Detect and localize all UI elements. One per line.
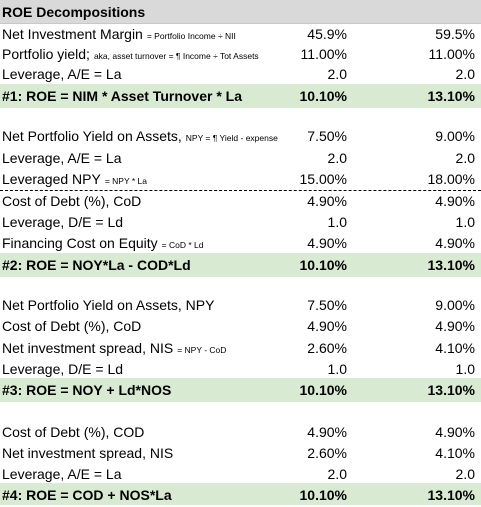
- table-row: Net investment spread, NIS 2.60% 4.10%: [0, 441, 481, 465]
- result-row: #3: ROE = NOY + Ld*NOS 10.10% 13.10%: [0, 378, 481, 402]
- value-col-2: 13.10%: [427, 487, 475, 503]
- value-col-1: 10.10%: [299, 257, 347, 273]
- value-col-2: 2.0: [455, 150, 475, 166]
- value-col-1: 10.10%: [299, 382, 347, 398]
- table-row: Leverage, A/E = La 2.0 2.0: [0, 462, 481, 486]
- row-label: #4: ROE = COD + NOS*La: [2, 487, 172, 503]
- value-col-1: 1.0: [327, 214, 347, 230]
- value-col-1: 45.9%: [307, 26, 347, 42]
- row-label: Financing Cost on Equity = CoD * Ld: [2, 235, 204, 251]
- row-label: Leverage, A/E = La: [2, 466, 122, 482]
- value-col-2: 1.0: [455, 361, 475, 377]
- row-formula-note: = CoD * Ld: [161, 240, 204, 250]
- value-col-1: 2.0: [327, 150, 347, 166]
- table-row: Leverage, D/E = Ld 1.0 1.0: [0, 210, 481, 234]
- result-row: #4: ROE = COD + NOS*La 10.10% 13.10%: [0, 483, 481, 505]
- result-row: #1: ROE = NIM * Asset Turnover * La 10.1…: [0, 84, 481, 108]
- table-row: Portfolio yield; aka, asset turnover = ¶ …: [0, 42, 481, 66]
- row-label: Net Portfolio Yield on Assets, NPY = ¶ Yi…: [2, 128, 278, 144]
- table-row: Leveraged NPY = NPY * La 15.00% 18.00%: [0, 167, 481, 191]
- table-row: Cost of Debt (%), CoD 4.90% 4.90%: [0, 189, 481, 213]
- table-row: Leverage, A/E = La 2.0 2.0: [0, 62, 481, 86]
- row-formula-note: = NPY * La: [104, 176, 147, 186]
- row-label: #3: ROE = NOY + Ld*NOS: [2, 382, 172, 398]
- row-label: Leveraged NPY = NPY * La: [2, 171, 147, 187]
- value-col-1: 7.50%: [307, 128, 347, 144]
- row-label: Leverage, D/E = Ld: [2, 214, 124, 230]
- table-row: Leverage, D/E = Ld 1.0 1.0: [0, 357, 481, 381]
- value-col-2: 13.10%: [427, 257, 475, 273]
- table-row: Cost of Debt (%), CoD 4.90% 4.90%: [0, 314, 481, 338]
- value-col-1: 10.10%: [299, 487, 347, 503]
- row-label: Leverage, A/E = La: [2, 150, 122, 166]
- value-col-2: 2.0: [455, 466, 475, 482]
- value-col-2: 4.90%: [435, 318, 475, 334]
- row-label: Cost of Debt (%), CoD: [2, 318, 142, 334]
- value-col-1: 2.0: [327, 466, 347, 482]
- row-label: Net Investment Margin = Portfolio Income …: [2, 26, 236, 42]
- table-row: Financing Cost on Equity = CoD * Ld 4.90%…: [0, 231, 481, 255]
- value-col-2: 4.90%: [435, 235, 475, 251]
- row-label: Cost of Debt (%), COD: [2, 424, 145, 440]
- row-label: Cost of Debt (%), CoD: [2, 193, 142, 209]
- row-label: Leverage, D/E = Ld: [2, 361, 124, 377]
- value-col-2: 13.10%: [427, 88, 475, 104]
- table-row: Net investment spread, NIS = NPY - CoD 2.…: [0, 336, 481, 360]
- value-col-2: 11.00%: [428, 46, 475, 62]
- table-row: Leverage, A/E = La 2.0 2.0: [0, 146, 481, 170]
- value-col-1: 7.50%: [307, 297, 347, 313]
- result-row: #2: ROE = NOY*La - COD*Ld 10.10% 13.10%: [0, 253, 481, 277]
- row-formula-note: = NPY - CoD: [177, 345, 227, 355]
- table-row: Cost of Debt (%), COD 4.90% 4.90%: [0, 420, 481, 444]
- value-col-1: 2.60%: [307, 445, 347, 461]
- value-col-2: 9.00%: [435, 128, 475, 144]
- value-col-1: 4.90%: [307, 235, 347, 251]
- value-col-1: 4.90%: [307, 424, 347, 440]
- row-label: #1: ROE = NIM * Asset Turnover * La: [2, 88, 243, 104]
- value-col-2: 4.10%: [435, 340, 475, 356]
- value-col-2: 59.5%: [435, 26, 475, 42]
- row-label: Net Portfolio Yield on Assets, NPY: [2, 297, 215, 313]
- row-formula-note: NPY = ¶ Yield - expense: [185, 133, 278, 143]
- header-row: ROE Decompositions: [0, 0, 481, 24]
- value-col-1: 10.10%: [299, 88, 347, 104]
- value-col-1: 1.0: [327, 361, 347, 377]
- value-col-2: 9.00%: [435, 297, 475, 313]
- row-label: Portfolio yield; aka, asset turnover = ¶ …: [2, 46, 259, 62]
- table-row: Net Investment Margin = Portfolio Income …: [0, 22, 481, 46]
- value-col-1: 15.00%: [299, 171, 347, 187]
- row-label: Net investment spread, NIS: [2, 445, 174, 461]
- value-col-2: 1.0: [455, 214, 475, 230]
- value-col-2: 4.90%: [435, 424, 475, 440]
- value-col-1: 11.00%: [300, 46, 347, 62]
- row-label: Net investment spread, NIS = NPY - CoD: [2, 340, 227, 356]
- value-col-1: 2.0: [327, 66, 347, 82]
- value-col-1: 4.90%: [307, 318, 347, 334]
- value-col-2: 4.90%: [435, 193, 475, 209]
- value-col-2: 13.10%: [427, 382, 475, 398]
- value-col-1: 4.90%: [307, 193, 347, 209]
- row-label: #2: ROE = NOY*La - COD*Ld: [2, 257, 191, 273]
- value-col-2: 4.10%: [435, 445, 475, 461]
- row-label: Leverage, A/E = La: [2, 66, 122, 82]
- value-col-2: 18.00%: [427, 171, 475, 187]
- table-row: Net Portfolio Yield on Assets, NPY 7.50%…: [0, 293, 481, 317]
- sheet-title: ROE Decompositions: [2, 4, 146, 20]
- table-row: Net Portfolio Yield on Assets, NPY = ¶ Yi…: [0, 124, 481, 148]
- row-formula-note: = Portfolio Income ÷ NII: [146, 31, 236, 41]
- value-col-1: 2.60%: [307, 340, 347, 356]
- row-formula-note: aka, asset turnover = ¶ Income ÷ Tot Ass…: [93, 51, 259, 61]
- value-col-2: 2.0: [455, 66, 475, 82]
